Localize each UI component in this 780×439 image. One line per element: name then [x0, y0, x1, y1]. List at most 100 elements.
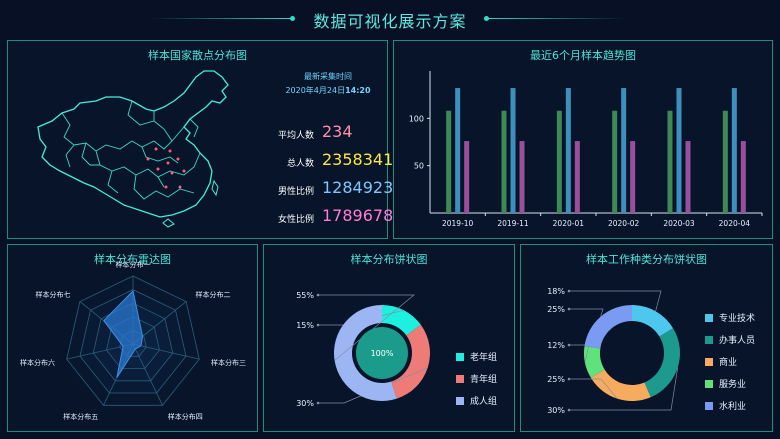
stat-row-female: 女性比例 1789678 [266, 206, 393, 226]
stat-label: 总人数 [286, 159, 314, 169]
leader-dot [567, 307, 571, 311]
stat-label: 女性比例 [277, 215, 314, 225]
stat-row-male: 男性比例 1284923 [266, 178, 393, 198]
slice-label: 30% [547, 406, 565, 415]
leader-line [569, 308, 604, 317]
collection-date: 2020年4月24日 [285, 86, 346, 95]
map-point [164, 185, 168, 189]
collection-time-label: 最新采集时间 [304, 72, 352, 81]
legend-label: 老年组 [470, 353, 498, 363]
legend-swatch [456, 397, 464, 405]
bar [464, 141, 470, 213]
donut-slice [590, 369, 651, 401]
donut-slice [632, 305, 674, 337]
bar [685, 141, 691, 213]
china-map [37, 70, 229, 228]
bar [565, 88, 571, 213]
bar [630, 141, 636, 213]
radar-panel-title: 样本分布雷达图 [94, 253, 171, 266]
y-tick-label: 100 [409, 114, 424, 123]
leader-dot [567, 289, 571, 293]
legend-swatch [705, 380, 713, 388]
legend-swatch [705, 336, 713, 344]
legend-label: 水利业 [719, 402, 747, 412]
map-point [146, 157, 150, 161]
leader-dot [567, 343, 571, 347]
donut-center [356, 327, 408, 379]
stat-row-average: 平均人数 234 [266, 122, 386, 142]
x-tick-label: 2020-01 [553, 219, 585, 228]
header-line-left [150, 18, 290, 19]
legend-label: 成人组 [470, 397, 498, 407]
china-map-outline [37, 70, 229, 218]
bar [519, 141, 525, 213]
radar-panel: 样本分布雷达图 样本分布一 样本分布二 样本分布三 样本分布四 样本分布五 样本分布六 样本… [7, 244, 258, 432]
radar-axis-label: 样本分布五 [63, 412, 98, 421]
map-panel-title: 样本国家散点分布图 [148, 49, 247, 62]
stat-value: 1284923 [322, 178, 394, 197]
bar-chart: 50 100 2019-10 2019-11 2020-01 2020-02 2020-03… [409, 71, 763, 228]
bar [510, 88, 516, 213]
map-point [176, 157, 180, 161]
bar [556, 110, 562, 213]
stat-label: 男性比例 [277, 187, 314, 197]
donut-slice [382, 305, 421, 336]
bar [667, 110, 673, 213]
y-tick-label: 50 [414, 162, 424, 171]
map-point [182, 169, 186, 173]
leader-line [318, 367, 428, 404]
legend-label: 服务业 [719, 380, 747, 390]
x-tick-label: 2020-03 [663, 219, 695, 228]
x-tick-label: 2019-11 [497, 219, 529, 228]
stat-row-total: 总人数 2358341 [266, 150, 393, 170]
x-tick-label: 2019-10 [442, 219, 474, 228]
x-tick-label: 2020-04 [719, 219, 751, 228]
radar-axis-label: 样本分布一 [116, 260, 151, 269]
bar [722, 110, 728, 213]
radar-spoke [132, 343, 163, 406]
slice-label: 25% [547, 375, 565, 384]
legend-label: 青年组 [470, 375, 498, 385]
bar [501, 110, 507, 213]
header-dot-left [290, 16, 295, 21]
legend-swatch [456, 375, 464, 383]
legend-label: 专业技术 [719, 314, 756, 324]
legend-swatch [705, 402, 713, 410]
job-pie-title: 样本工作种类分布饼状图 [586, 253, 707, 266]
bar [612, 110, 618, 213]
donut-slice [584, 305, 632, 349]
slice-label: 30% [296, 399, 314, 408]
collection-time-value: 2020年4月24日14:20 [270, 85, 386, 96]
donut-slice [584, 346, 605, 378]
bar [731, 88, 737, 213]
map-point [170, 171, 174, 175]
map-panel: 样本国家散点分布图 最新采集时间 2020年4月24日14:20 平均人数 23… [7, 40, 393, 239]
map-point [166, 161, 170, 165]
radar-axis-label: 样本分布四 [168, 412, 203, 421]
bar [574, 141, 580, 213]
trend-panel-title: 最近6个月样本趋势图 [530, 49, 636, 62]
legend-label: 商业 [719, 358, 738, 368]
page-title: 数据可视化展示方案 [313, 12, 467, 31]
map-point [178, 185, 182, 189]
job-donut-chart: 18% 30% 25% 12% 25% [547, 287, 680, 415]
radar-axis-label: 样本分布六 [20, 358, 55, 367]
stat-label: 平均人数 [277, 131, 314, 141]
age-pie-panel: 样本分布饼状图 15% 30% 55% 100% 老年组 青年组 成人组 [263, 244, 515, 432]
leader-line [569, 367, 679, 411]
radar-axis-label: 样本分布七 [35, 290, 70, 299]
radar-spoke [66, 343, 134, 360]
donut-slice [333, 305, 397, 401]
leader-dot [316, 401, 320, 405]
donut-center-label: 100% [371, 349, 394, 358]
slice-label: 25% [547, 305, 565, 314]
slice-label: 55% [296, 291, 314, 300]
collection-clock: 14:20 [345, 86, 371, 95]
age-pie-title: 样本分布饼状图 [350, 253, 428, 266]
map-point [168, 149, 172, 153]
stat-value: 1789678 [322, 206, 394, 225]
radar-spoke [132, 343, 200, 360]
bar [446, 110, 452, 213]
dashboard-header: 数据可视化展示方案 [0, 0, 780, 38]
